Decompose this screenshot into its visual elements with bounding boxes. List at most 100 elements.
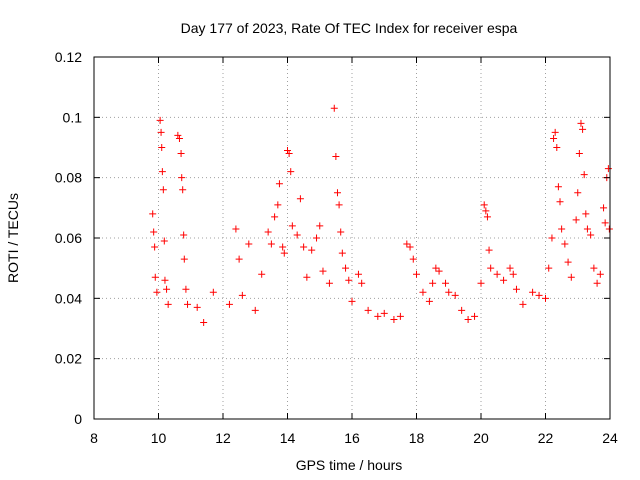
data-point xyxy=(561,240,569,248)
data-point xyxy=(296,195,304,203)
data-point xyxy=(550,134,558,142)
data-point xyxy=(364,306,372,314)
data-point xyxy=(403,240,411,248)
data-point xyxy=(493,270,501,278)
data-point xyxy=(506,264,514,272)
data-point xyxy=(179,186,187,194)
data-point xyxy=(374,312,382,320)
data-point xyxy=(161,276,169,284)
data-point xyxy=(288,222,296,230)
data-point xyxy=(160,237,168,245)
data-point xyxy=(572,216,580,224)
y-tick-label: 0.12 xyxy=(55,49,82,65)
data-point xyxy=(553,144,561,151)
data-point xyxy=(156,116,164,124)
data-point xyxy=(380,309,388,317)
data-point xyxy=(150,228,158,236)
data-point xyxy=(163,285,171,293)
data-point xyxy=(275,180,283,188)
data-point xyxy=(319,267,327,275)
data-point xyxy=(235,255,243,263)
chart-title: Day 177 of 2023, Rate Of TEC Index for r… xyxy=(181,20,518,36)
x-axis-ticks: 8 10 12 14 16 18 20 22 24 xyxy=(90,57,618,446)
data-point xyxy=(429,279,437,287)
data-point xyxy=(425,297,433,305)
data-point xyxy=(554,183,562,191)
data-point xyxy=(483,213,491,221)
data-point xyxy=(184,300,192,308)
data-point xyxy=(535,291,543,299)
data-point xyxy=(464,315,472,323)
data-point xyxy=(280,249,288,257)
data-point xyxy=(303,273,311,281)
data-point xyxy=(396,312,404,320)
data-point xyxy=(308,246,316,254)
x-tick-label: 20 xyxy=(473,430,489,446)
x-tick-label: 14 xyxy=(280,430,296,446)
data-point xyxy=(390,315,398,323)
data-point xyxy=(177,150,185,158)
data-point xyxy=(316,222,324,230)
y-tick-label: 0.04 xyxy=(55,290,82,306)
data-point xyxy=(267,240,275,248)
x-tick-label: 16 xyxy=(344,430,360,446)
x-tick-label: 8 xyxy=(90,430,98,446)
y-tick-label: 0.08 xyxy=(55,170,82,186)
data-point xyxy=(458,306,466,314)
data-point xyxy=(519,300,527,308)
data-point xyxy=(258,270,266,278)
data-point xyxy=(200,318,208,326)
data-point xyxy=(482,207,490,215)
data-point xyxy=(419,288,427,296)
y-axis-label: ROTI / TECUs xyxy=(5,193,21,283)
data-point xyxy=(596,270,604,278)
data-point xyxy=(251,306,259,314)
data-point xyxy=(153,288,161,296)
data-point xyxy=(542,294,549,302)
data-point xyxy=(238,291,246,299)
data-point xyxy=(180,255,188,263)
data-point xyxy=(577,119,585,127)
y-tick-label: 0.1 xyxy=(63,109,83,125)
data-point xyxy=(333,189,341,197)
x-axis-label: GPS time / hours xyxy=(296,457,403,473)
data-point xyxy=(583,225,591,233)
data-point xyxy=(354,270,362,278)
data-point xyxy=(342,264,350,272)
data-point xyxy=(264,228,272,236)
data-point xyxy=(605,225,613,233)
data-point xyxy=(500,276,508,284)
data-point xyxy=(157,128,165,136)
y-tick-label: 0.06 xyxy=(55,230,82,246)
y-axis-ticks: 0 0.02 0.04 0.06 0.08 0.1 0.12 xyxy=(55,49,610,427)
data-point xyxy=(338,249,346,257)
data-point xyxy=(445,288,453,296)
data-point xyxy=(158,144,166,151)
data-point xyxy=(406,243,414,251)
data-point xyxy=(337,228,345,236)
data-point xyxy=(274,201,282,209)
data-point xyxy=(582,210,590,218)
data-point xyxy=(601,219,609,227)
data-point xyxy=(556,198,564,206)
data-point xyxy=(159,186,167,194)
gridlines xyxy=(94,57,610,419)
data-point xyxy=(509,270,517,278)
data-point xyxy=(345,276,353,284)
data-point xyxy=(567,273,575,281)
data-point xyxy=(487,264,495,272)
data-point xyxy=(590,264,598,272)
data-point xyxy=(358,279,366,287)
data-point xyxy=(313,234,321,242)
data-points xyxy=(149,104,613,326)
data-point xyxy=(579,125,587,133)
y-tick-label: 0.02 xyxy=(55,351,82,367)
data-point xyxy=(529,288,537,296)
data-point xyxy=(548,234,556,242)
data-point xyxy=(151,243,159,251)
data-point xyxy=(300,243,308,251)
data-point xyxy=(245,240,253,248)
data-point xyxy=(575,150,583,158)
data-point xyxy=(178,174,186,182)
